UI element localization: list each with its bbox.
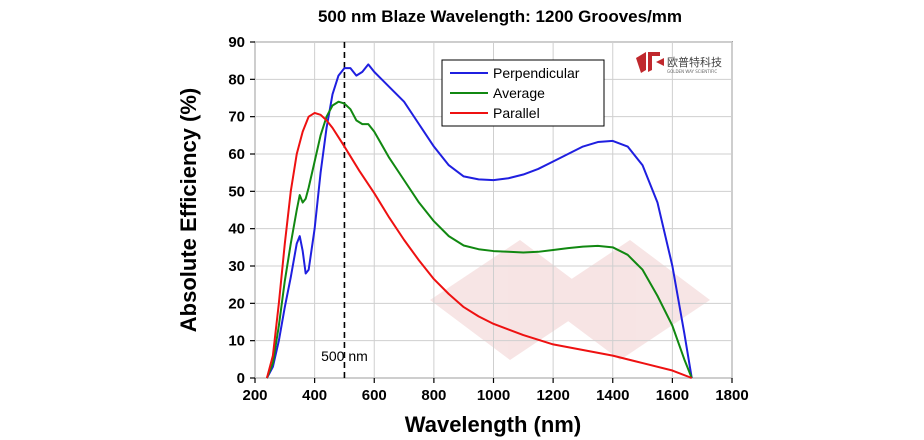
grid-lines bbox=[254, 41, 733, 379]
x-tick-label: 1600 bbox=[656, 387, 689, 404]
x-tick-label: 200 bbox=[242, 387, 267, 404]
logo-mark-icon bbox=[636, 52, 664, 73]
x-tick-label: 1000 bbox=[477, 387, 510, 404]
chart-title: 500 nm Blaze Wavelength: 1200 Grooves/mm bbox=[318, 7, 682, 26]
y-tick-label: 90 bbox=[228, 34, 245, 51]
x-tick-labels: 200 400 600 800 1000 1200 1400 1600 1800 bbox=[242, 387, 748, 404]
x-tick-label: 1200 bbox=[536, 387, 569, 404]
legend: Perpendicular Average Parallel bbox=[441, 59, 605, 127]
series-lines bbox=[265, 63, 693, 379]
series-line-average bbox=[266, 100, 693, 379]
y-tick-label: 80 bbox=[228, 71, 245, 88]
y-tick-label: 0 bbox=[237, 370, 245, 387]
logo-name: 欧普特科技 bbox=[667, 55, 722, 69]
y-tick-label: 30 bbox=[228, 258, 245, 275]
company-logo: 欧普特科技 GOLDEN WAY SCIENTIFIC bbox=[636, 52, 722, 74]
legend-label-perpendicular: Perpendicular bbox=[493, 65, 580, 81]
y-tick-label: 20 bbox=[228, 295, 245, 312]
x-tick-label: 1800 bbox=[715, 387, 748, 404]
y-tick-labels: 0 10 20 30 40 50 60 70 80 90 bbox=[228, 34, 245, 387]
y-tick-label: 40 bbox=[228, 221, 245, 238]
y-tick-label: 10 bbox=[228, 333, 245, 350]
x-tick-label: 800 bbox=[421, 387, 446, 404]
legend-label-average: Average bbox=[493, 85, 545, 101]
annotation-500nm: 500 nm bbox=[321, 42, 368, 378]
blaze-wavelength-label: 500 nm bbox=[321, 348, 368, 364]
x-axis-label: Wavelength (nm) bbox=[405, 412, 581, 437]
series-line-perpendicular bbox=[266, 63, 693, 379]
y-tick-label: 70 bbox=[228, 109, 245, 126]
y-tick-label: 60 bbox=[228, 146, 245, 163]
watermark-shape-left bbox=[430, 240, 600, 360]
legend-label-parallel: Parallel bbox=[493, 105, 540, 121]
y-tick-label: 50 bbox=[228, 183, 245, 200]
watermark-logo bbox=[430, 240, 710, 360]
watermark-shape-right bbox=[540, 240, 710, 360]
x-tick-label: 600 bbox=[362, 387, 387, 404]
x-tick-label: 400 bbox=[302, 387, 327, 404]
x-tick-label: 1400 bbox=[596, 387, 629, 404]
series-line-parallel bbox=[265, 111, 693, 379]
axis-ticks bbox=[250, 41, 733, 383]
logo-subtitle: GOLDEN WAY SCIENTIFIC bbox=[667, 69, 717, 74]
y-axis-label: Absolute Efficiency (%) bbox=[176, 88, 201, 332]
